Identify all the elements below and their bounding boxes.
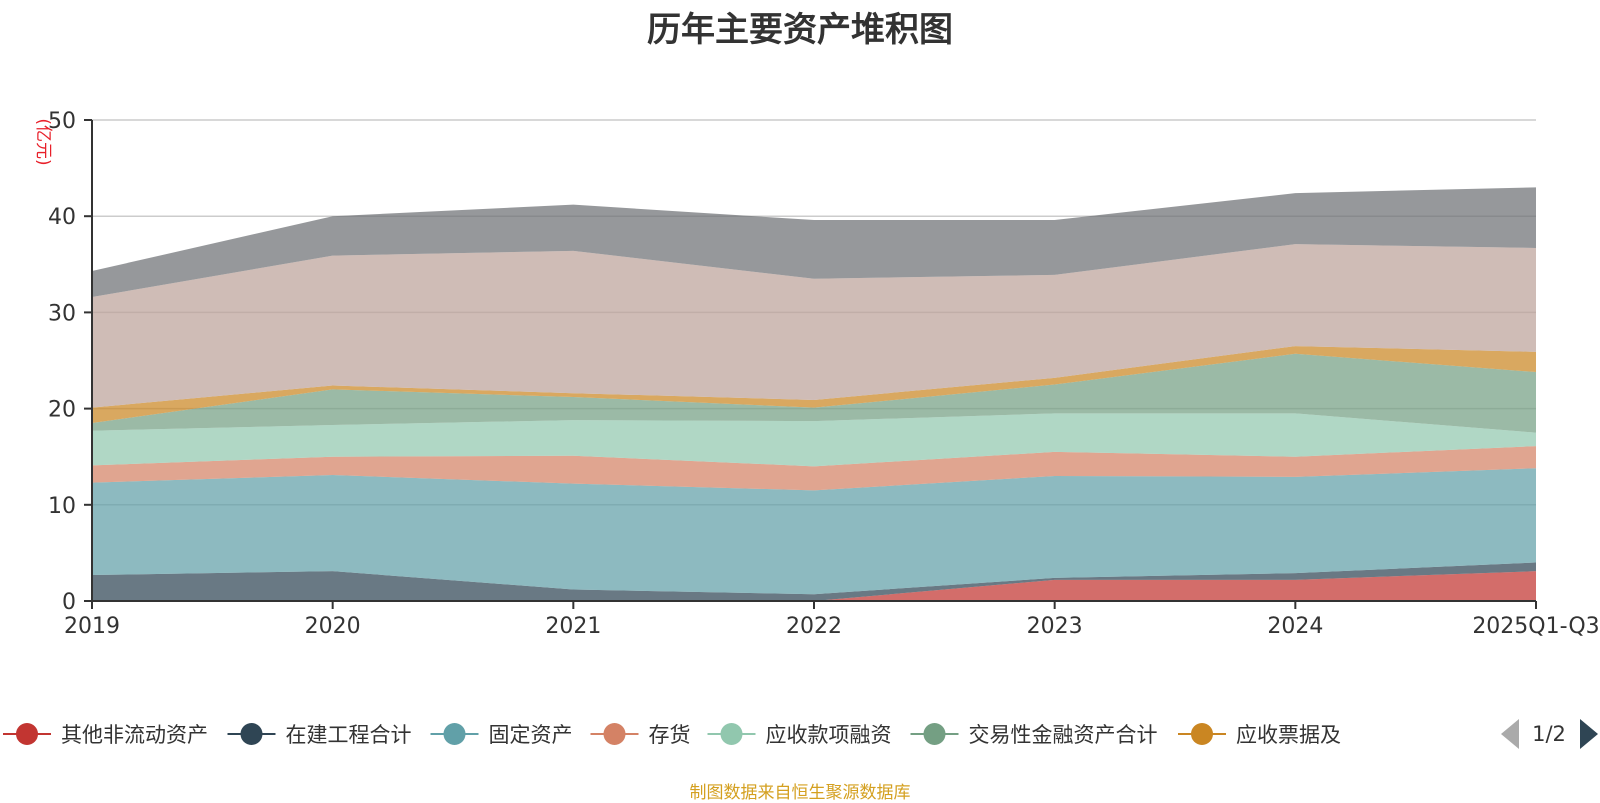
area-series-2 (92, 468, 1536, 595)
legend-item[interactable]: 固定资产 (430, 723, 573, 747)
x-axis-ticks: 2019 2020 2021 2022 2023 2024 2025Q1-Q3 (64, 601, 1600, 639)
x-tick-label: 2021 (545, 614, 601, 639)
source-note: 制图数据来自恒生聚源数据库 (689, 783, 911, 803)
x-tick-label: 2022 (786, 614, 842, 639)
x-tick-label: 2023 (1027, 614, 1083, 639)
legend-marker-icon (720, 723, 743, 745)
legend-label: 应收票据及 (1236, 723, 1341, 747)
x-tick-label: 2025Q1-Q3 (1472, 614, 1599, 639)
legend: 其他非流动资产 在建工程合计 固定资产 存货 应收款项融资 交易性金融资产合计 应收票据及 (3, 723, 1341, 747)
area-series-4 (92, 413, 1536, 467)
x-tick-label: 2020 (305, 614, 361, 639)
legend-item[interactable]: 在建工程合计 (227, 723, 412, 747)
area-series-7 (92, 244, 1536, 408)
area-series (92, 187, 1536, 601)
legend-marker-icon (923, 723, 946, 745)
chart-title: 历年主要资产堆积图 (647, 10, 953, 50)
y-tick-label: 10 (48, 494, 76, 519)
legend-label: 在建工程合计 (286, 723, 412, 747)
legend-prev-page-icon[interactable] (1501, 719, 1519, 749)
legend-marker-icon (240, 723, 263, 745)
legend-item[interactable]: 交易性金融资产合计 (910, 723, 1158, 747)
legend-marker-icon (1191, 723, 1213, 745)
y-tick-label: 50 (48, 109, 76, 134)
legend-page-indicator: 1/2 (1532, 722, 1566, 746)
area-series-0 (92, 571, 1536, 601)
legend-item[interactable]: 应收票据及 (1178, 723, 1341, 747)
area-series-5 (92, 353, 1536, 433)
y-tick-label: 20 (48, 398, 76, 423)
area-series-6 (92, 346, 1536, 424)
legend-label: 交易性金融资产合计 (969, 723, 1158, 747)
legend-item[interactable]: 其他非流动资产 (3, 723, 208, 747)
area-series-8 (92, 187, 1536, 298)
x-tick-label: 2019 (64, 614, 120, 639)
legend-label: 其他非流动资产 (61, 723, 208, 747)
y-axis-ticks: 0 10 20 30 40 50 (48, 109, 92, 615)
area-series-1 (92, 562, 1536, 601)
legend-marker-icon (443, 723, 466, 745)
legend-label: 存货 (649, 723, 691, 747)
y-tick-label: 0 (62, 590, 76, 615)
x-tick-label: 2024 (1267, 614, 1323, 639)
area-series-3 (92, 446, 1536, 491)
y-tick-label: 40 (48, 205, 76, 230)
legend-marker-icon (16, 723, 38, 745)
y-axis-unit-label: (亿元) (33, 118, 53, 165)
legend-next-page-icon[interactable] (1580, 719, 1598, 749)
y-tick-label: 30 (48, 301, 76, 326)
legend-label: 应收款项融资 (766, 723, 892, 747)
legend-label: 固定资产 (489, 723, 573, 747)
legend-item[interactable]: 应收款项融资 (707, 723, 892, 747)
legend-pager: 1/2 (1501, 719, 1598, 749)
legend-item[interactable]: 存货 (590, 723, 691, 747)
legend-marker-icon (603, 723, 626, 745)
